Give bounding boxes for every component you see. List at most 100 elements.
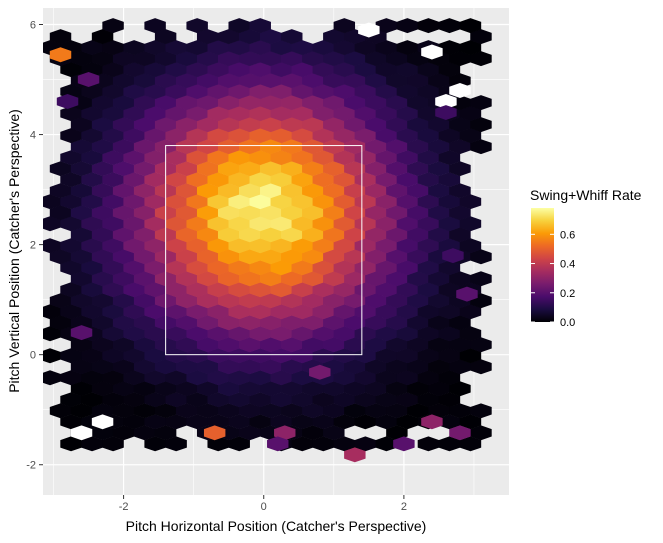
hex-bin xyxy=(239,271,261,287)
hex-bin xyxy=(459,326,482,342)
hex-bin xyxy=(281,95,303,111)
hex-bin xyxy=(249,392,271,408)
hex-bin xyxy=(323,73,345,89)
hex-bin xyxy=(207,150,229,166)
hex-bin xyxy=(260,117,282,133)
hex-bin xyxy=(175,117,198,133)
hex-bin xyxy=(49,403,72,419)
hex-bin xyxy=(354,84,377,100)
hex-bin xyxy=(70,139,93,155)
hex-bin xyxy=(354,392,377,408)
hex-bin xyxy=(344,183,366,199)
hex-bin xyxy=(386,205,408,221)
hex-bin xyxy=(407,227,429,243)
hex-bin xyxy=(417,62,440,78)
hex-bin xyxy=(470,403,492,419)
hex-bin xyxy=(333,348,356,364)
hex-bin xyxy=(165,172,187,188)
hex-bin xyxy=(154,95,177,111)
hex-bin xyxy=(407,381,429,397)
hex-bin xyxy=(459,216,482,232)
hex-bin xyxy=(396,62,419,78)
hex-bin xyxy=(91,403,114,419)
hex-bin xyxy=(312,238,335,254)
hex-bin xyxy=(217,73,240,89)
hex-bin xyxy=(186,106,208,122)
hex-bin xyxy=(270,414,292,430)
hex-bin xyxy=(196,95,219,111)
hex-bin xyxy=(291,282,313,298)
hex-bin xyxy=(365,249,387,265)
hex-bin xyxy=(375,194,398,210)
hex-bin xyxy=(81,216,103,232)
hex-bin xyxy=(365,183,387,199)
hex-bin xyxy=(333,40,356,56)
hex-bin xyxy=(323,29,345,45)
hex-bin xyxy=(123,370,145,386)
hex-bin xyxy=(323,293,345,309)
hex-bin xyxy=(133,73,156,89)
hex-bin xyxy=(449,161,471,177)
hex-bin xyxy=(112,227,135,243)
hex-bin xyxy=(365,227,387,243)
hex-bin xyxy=(302,73,324,89)
hex-bin-outlier xyxy=(77,72,100,88)
hex-bin xyxy=(375,260,398,276)
hex-bin-outlier xyxy=(344,447,366,463)
hex-bin xyxy=(365,205,387,221)
hex-bin xyxy=(60,260,82,276)
hex-bin xyxy=(175,51,198,67)
hex-bin xyxy=(49,293,72,309)
hex-bin xyxy=(323,337,345,353)
hex-bin xyxy=(144,414,166,430)
hex-bin xyxy=(239,95,261,111)
hex-bin xyxy=(91,249,114,265)
hex-bin xyxy=(60,194,82,210)
hex-bin xyxy=(196,161,219,177)
hex-bin xyxy=(428,183,450,199)
hex-bin xyxy=(175,359,198,375)
hex-bin xyxy=(396,392,419,408)
hex-bin xyxy=(375,172,398,188)
hex-bin xyxy=(459,18,482,34)
hex-bin xyxy=(396,84,419,100)
hex-bin xyxy=(60,414,82,430)
hex-bin xyxy=(49,315,72,331)
hex-bin xyxy=(438,18,461,34)
hex-bin xyxy=(102,172,124,188)
hex-bin xyxy=(217,359,240,375)
hex-bin xyxy=(207,238,229,254)
hex-bin xyxy=(354,348,377,364)
hex-bin xyxy=(144,62,166,78)
hex-bin xyxy=(270,172,292,188)
hex-bin xyxy=(396,370,419,386)
hex-bin xyxy=(60,62,82,78)
hex-bin xyxy=(43,326,61,342)
hex-bin-outlier xyxy=(70,325,93,341)
hex-bin xyxy=(49,249,72,265)
hex-bin xyxy=(302,315,324,331)
hex-bin xyxy=(312,128,335,144)
hex-bin xyxy=(112,425,135,441)
hex-bin xyxy=(344,403,366,419)
hex-bin xyxy=(417,106,440,122)
hex-bin xyxy=(333,150,356,166)
hex-bin xyxy=(102,436,124,452)
hex-bin xyxy=(459,414,482,430)
hex-bin xyxy=(270,62,292,78)
hex-bin xyxy=(186,304,208,320)
strike-zone xyxy=(165,145,363,356)
hex-bin xyxy=(354,282,377,298)
hex-bin xyxy=(207,194,229,210)
hex-bin xyxy=(60,304,82,320)
hex-bin xyxy=(133,425,156,441)
hex-bin xyxy=(175,139,198,155)
hex-bin xyxy=(249,238,271,254)
hex-bin xyxy=(375,84,398,100)
hex-bin xyxy=(323,315,345,331)
hex-bin xyxy=(228,216,250,232)
hex-bin xyxy=(144,304,166,320)
hex-bin xyxy=(428,73,450,89)
hex-bin xyxy=(281,249,303,265)
